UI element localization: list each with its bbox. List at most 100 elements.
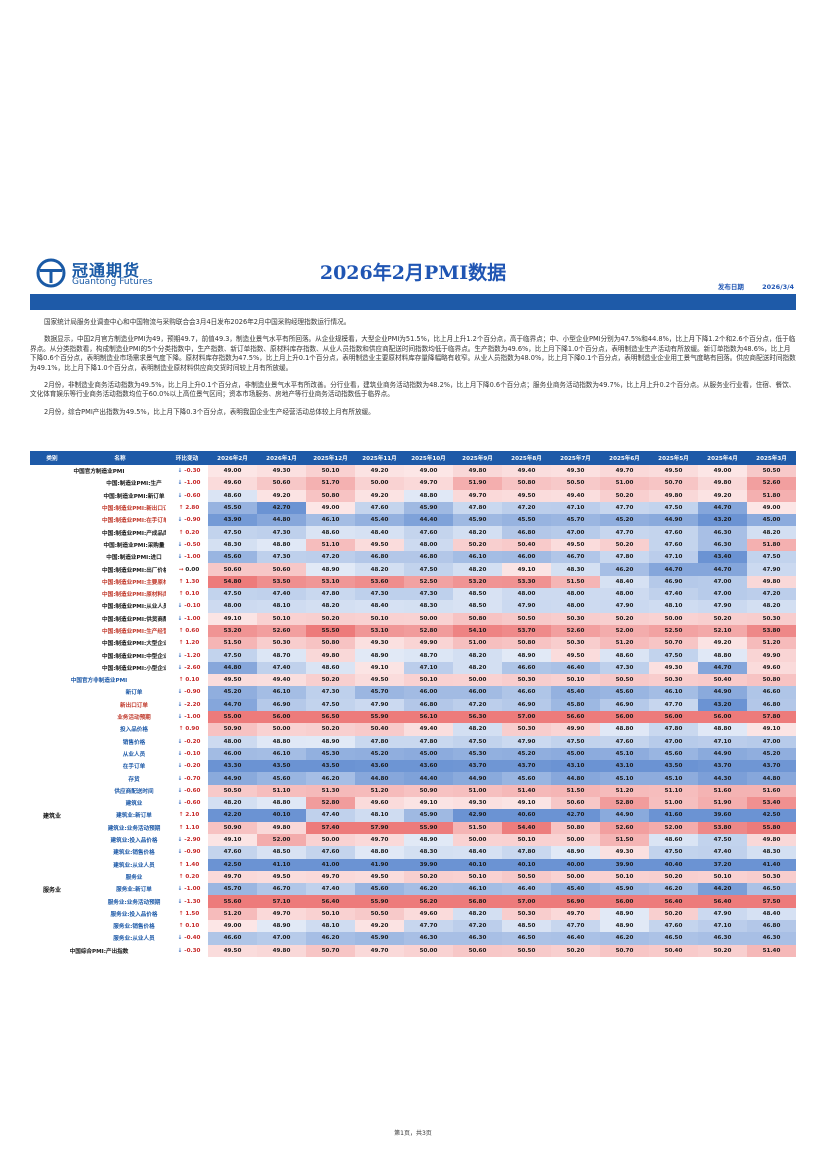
value-cell: 52.00 [649, 821, 698, 834]
value-cell: 47.40 [257, 587, 306, 601]
row-name: 建筑业:从业人员 [113, 862, 155, 869]
value-cell: 47.40 [649, 587, 698, 601]
table-row: 建筑业 ↓ -0.60 48.20 48.80 52.80 49.60 49.10 49.30… [30, 797, 796, 810]
value-cell: 50.10 [502, 833, 551, 847]
value-cell: 49.80 [257, 821, 306, 834]
value-cell: 49.30 [453, 797, 502, 810]
value-cell: 50.00 [551, 833, 600, 847]
page-footer: 第1页，共3页 [394, 1130, 432, 1137]
row-category [30, 895, 74, 907]
value-cell: 50.00 [453, 833, 502, 847]
value-cell: 45.60 [600, 686, 649, 699]
arrow-up-icon: ↑ [178, 591, 186, 598]
value-cell: 50.70 [649, 637, 698, 650]
value-cell: 47.00 [747, 735, 796, 748]
value-cell: 49.50 [355, 870, 404, 884]
value-cell: 43.10 [600, 760, 649, 773]
arrow-up-icon: ↑ [178, 824, 186, 831]
value-cell: 49.70 [404, 477, 453, 490]
change-cell: ↑ 0.10 [166, 674, 208, 686]
value-cell: 56.80 [453, 895, 502, 908]
table-row: 中国:制造业PMI:供货商配送时间↓ -1.0049.1050.1050.205… [30, 612, 796, 625]
arrow-down-icon: ↓ [177, 517, 185, 524]
column-header: 2025年11月 [355, 451, 404, 465]
value-cell: 47.90 [502, 735, 551, 748]
value-cell: 50.20 [698, 944, 747, 957]
value-cell: 56.20 [404, 895, 453, 908]
value-cell: 49.80 [747, 833, 796, 847]
value-cell: 50.50 [747, 465, 796, 478]
value-cell: 46.10 [453, 551, 502, 564]
row-name: 中国:制造业PMI:从业人员 [102, 604, 166, 611]
row-category [30, 526, 74, 538]
value-cell: 48.90 [404, 833, 453, 847]
value-cell: 44.40 [404, 514, 453, 527]
value-cell: 48.90 [306, 563, 355, 576]
value-cell: 46.00 [208, 747, 257, 761]
page-title: 2026年2月PMI数据 [319, 262, 507, 284]
value-cell: 50.30 [502, 723, 551, 736]
value-cell: 50.70 [306, 944, 355, 957]
value-cell: 50.20 [306, 723, 355, 736]
table-row: 中国:制造业PMI:在手订单 ↓ -0.90 43.90 44.80 46.10 45.4… [30, 514, 796, 527]
value-cell: 49.30 [355, 637, 404, 650]
change-value: -0.60 [184, 492, 201, 499]
row-category [30, 723, 74, 735]
arrow-up-icon: ↑ [178, 505, 186, 512]
value-cell: 47.60 [649, 526, 698, 539]
change-cell: ↓ -0.90 [166, 514, 208, 526]
value-cell: 51.80 [747, 538, 796, 552]
value-cell: 49.50 [502, 489, 551, 502]
change-value: -0.90 [184, 517, 201, 524]
table-row: 中国:制造业PMI:生产经营活动预期↑ 0.6053.2052.6055.505… [30, 624, 796, 638]
arrow-up-icon: ↑ [178, 640, 186, 647]
value-cell: 49.30 [257, 465, 306, 478]
value-cell: 45.00 [747, 514, 796, 527]
value-cell: 48.30 [551, 563, 600, 576]
value-cell: 54.40 [502, 821, 551, 834]
value-cell: 39.90 [600, 858, 649, 871]
value-cell: 50.00 [551, 870, 600, 884]
row-name: 销售价格 [122, 739, 146, 746]
table-row: 中国:制造业PMI:产成品库存↑ 0.2047.5047.3048.6048.4… [30, 526, 796, 539]
value-cell: 50.00 [404, 612, 453, 625]
arrow-up-icon: ↑ [178, 873, 186, 880]
value-cell: 47.60 [306, 846, 355, 859]
value-cell: 48.20 [747, 600, 796, 613]
value-cell: 50.20 [649, 870, 698, 884]
change-value: -0.10 [184, 603, 201, 610]
value-cell: 44.80 [355, 772, 404, 785]
value-cell: 45.40 [551, 686, 600, 699]
change-cell: ↓ -0.60 [166, 490, 208, 502]
table-row: 供应商配送时间 ↓ -0.60 50.50 51.10 51.30 51.20 50.90 5… [30, 784, 796, 798]
value-cell: 46.60 [502, 661, 551, 675]
value-cell: 49.40 [257, 674, 306, 687]
value-cell: 47.20 [502, 501, 551, 515]
change-value: -1.00 [184, 886, 201, 893]
value-cell: 51.90 [453, 477, 502, 490]
value-cell: 49.00 [208, 465, 257, 478]
change-cell: ↓ -1.00 [166, 551, 208, 563]
value-cell: 47.50 [208, 526, 257, 539]
value-cell: 50.60 [551, 797, 600, 810]
arrow-up-icon: ↑ [178, 812, 186, 819]
value-cell: 50.60 [208, 563, 257, 576]
value-cell: 47.90 [600, 600, 649, 613]
arrow-down-icon: ↓ [177, 837, 185, 844]
value-cell: 43.90 [208, 514, 257, 527]
value-cell: 49.80 [257, 944, 306, 957]
value-cell: 50.20 [600, 612, 649, 625]
value-cell: 46.80 [747, 698, 796, 711]
change-cell: ↓ -1.00 [166, 477, 208, 489]
logo-name-cn: 冠通期货 [72, 261, 141, 280]
value-cell: 47.30 [306, 686, 355, 699]
value-cell: 51.70 [306, 477, 355, 490]
value-cell: 50.70 [649, 477, 698, 490]
value-cell: 50.20 [649, 907, 698, 920]
column-header: 2025年9月 [453, 451, 502, 465]
value-cell: 50.80 [306, 489, 355, 502]
column-header: 2026年2月 [208, 451, 257, 465]
column-header: 类别 [30, 451, 74, 465]
value-cell: 45.90 [355, 932, 404, 945]
value-cell: 48.60 [306, 661, 355, 675]
